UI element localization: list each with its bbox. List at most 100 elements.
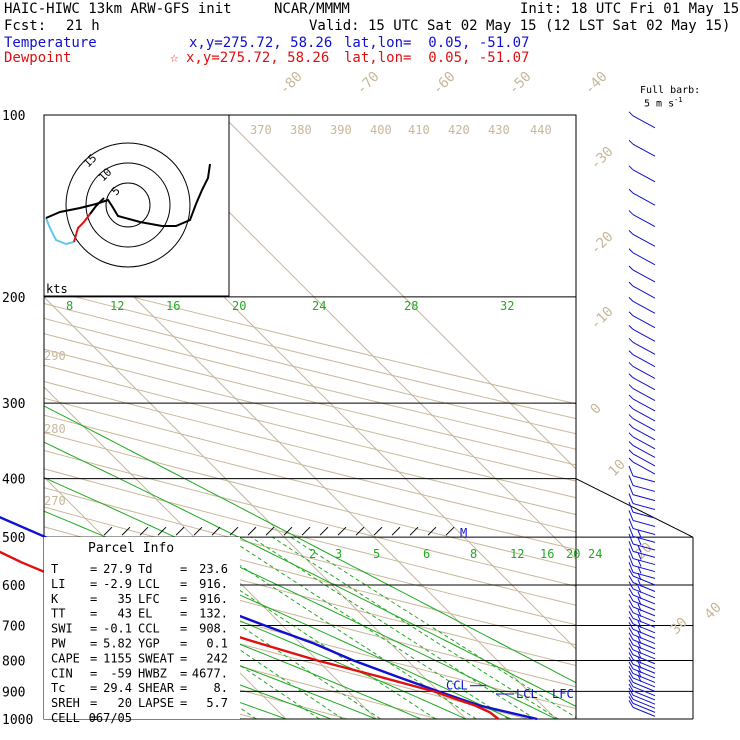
wind-barb-flag <box>628 518 634 529</box>
wind-barb-shaft <box>632 252 656 266</box>
mixing-ratio-label: 6 <box>423 547 430 561</box>
wind-barb-flag <box>628 611 634 619</box>
hatch-mark <box>445 526 455 536</box>
wind-barb-flag <box>637 609 642 617</box>
pressure-tick-label: 300 <box>2 397 25 412</box>
wind-barb <box>628 647 656 665</box>
parcel-row-label: LAPSE <box>138 696 174 710</box>
hatch-mark <box>391 526 401 536</box>
isotherm-label: 0 <box>588 401 605 418</box>
wind-barb-flag <box>637 552 642 560</box>
wind-barb-flag <box>628 700 634 708</box>
theta-label: 410 <box>408 123 430 137</box>
isotherm-label: -20 <box>588 229 617 258</box>
isotherm-label: 10 <box>606 457 629 480</box>
dry-adiabat-line <box>44 432 576 569</box>
mixing-ratio-line <box>196 536 477 719</box>
wind-barb-shaft <box>632 341 656 355</box>
mixing-ratio-label: 2 <box>309 547 316 561</box>
wind-barb-shaft <box>632 300 656 314</box>
wind-barb-shaft <box>632 634 656 644</box>
theta-label: 270 <box>44 494 66 508</box>
wind-barb-flag <box>628 575 634 583</box>
theta-label: 390 <box>330 123 352 137</box>
theta-label: 430 <box>488 123 510 137</box>
parcel-row-equals: = <box>180 592 187 606</box>
isotherm-line <box>44 386 377 719</box>
wind-barb-shaft <box>632 550 656 558</box>
hodograph-trace-mid <box>73 213 91 243</box>
wind-barb <box>628 324 656 342</box>
wind-barb-shaft <box>632 377 656 391</box>
parcel-row-equals: = <box>180 622 187 636</box>
parcel-row-value: 4677. <box>192 666 228 680</box>
parcel-row-equals: = <box>90 562 97 576</box>
dry-adiabat-line <box>44 487 576 626</box>
wind-barb <box>628 627 656 644</box>
wind-barb-flag <box>628 510 634 521</box>
wind-barb-flag <box>628 687 634 696</box>
isotherm-line <box>221 115 576 470</box>
wind-barb-flag <box>628 475 634 486</box>
wind-barb-shaft <box>632 494 656 502</box>
parcel-row-value: -59 <box>110 666 132 680</box>
theta-label: 290 <box>44 349 66 363</box>
parcel-row-label: SWI <box>51 622 73 636</box>
wind-barb <box>628 642 656 660</box>
wind-barb-flag <box>628 394 634 400</box>
hatch-mark <box>139 526 149 536</box>
parcel-row-value: 35 <box>118 592 132 606</box>
parcel-row-value: 43 <box>118 607 132 621</box>
wind-barb-flag <box>628 493 634 504</box>
wind-barb-flag <box>628 675 634 683</box>
wind-barb-flag <box>628 670 634 679</box>
wind-barb-flag <box>628 632 634 640</box>
ccl-label: CCL <box>446 679 468 693</box>
parcel-row-equals: = <box>180 562 187 576</box>
parcel-row-label: CIN <box>51 666 73 680</box>
wind-barb <box>628 373 656 391</box>
parcel-row-equals: = <box>90 711 97 725</box>
wind-barb <box>628 581 656 599</box>
parcel-info-box <box>44 537 240 719</box>
wind-barb-flag <box>628 423 634 429</box>
wind-barb-flag <box>637 559 642 567</box>
wind-barb-flag <box>637 626 642 634</box>
wind-barb <box>628 265 656 283</box>
wind-barb-shaft <box>632 388 656 401</box>
wind-barb-flag <box>628 230 634 235</box>
isotherm-label: 40 <box>702 600 725 623</box>
wind-barb-flag <box>628 657 634 665</box>
mixing-ratio-label: 8 <box>470 547 477 561</box>
wind-barb-flag <box>628 210 634 215</box>
parcel-row-label: Td <box>138 562 152 576</box>
wind-barb-shaft <box>632 617 656 628</box>
wind-barb-flag <box>628 555 634 566</box>
plot-frame <box>43 114 577 720</box>
pressure-tick-label: 800 <box>2 654 25 669</box>
dewpoint-legend-label: Dewpoint <box>4 50 72 66</box>
hatch-mark <box>229 526 239 536</box>
wind-barb-shaft <box>632 436 656 450</box>
wind-barb-flag <box>628 337 634 343</box>
wind-barb-flag <box>637 585 642 593</box>
hatch-mark <box>355 526 365 536</box>
parcel-row-value: 23.6 <box>199 562 228 576</box>
model-title: HAIC-HIWC 13km ARW-GFS init <box>4 1 232 17</box>
parcel-row-label: EL <box>138 607 152 621</box>
parcel-row-label: SREH <box>51 696 80 710</box>
hatch-mark <box>175 526 185 536</box>
parcel-row-label: YGP <box>138 637 160 651</box>
isotherm-label: 30 <box>668 615 691 638</box>
wind-barb <box>628 548 656 566</box>
isotherm-line <box>44 296 467 719</box>
wind-barb-flag <box>628 501 634 513</box>
wind-barb-flag <box>628 621 634 630</box>
hodograph-trace-low <box>45 217 75 246</box>
melting-level-label: M <box>460 526 467 540</box>
wind-barb-flag <box>628 692 634 700</box>
forecast-label: Fcst: <box>4 18 47 34</box>
wind-barb-flag <box>628 627 634 635</box>
wind-barb <box>628 165 656 183</box>
wind-barb-shaft <box>632 600 656 611</box>
